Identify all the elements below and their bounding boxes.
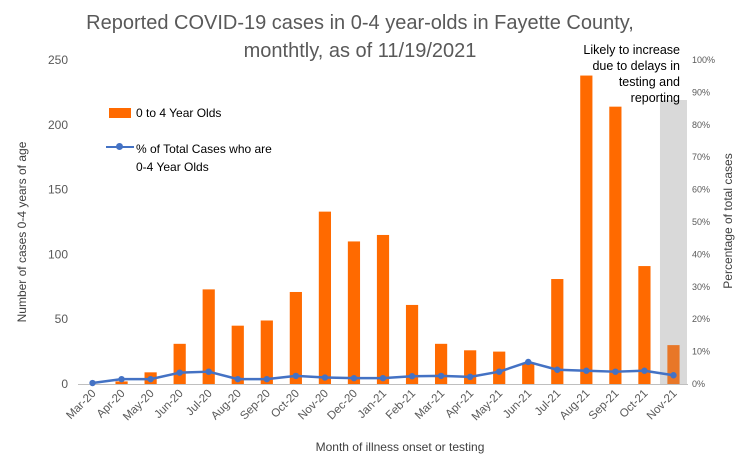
x-tick-label: Sep-21 — [587, 388, 622, 423]
y-tick-label: 0 — [61, 377, 68, 391]
bar-Nov-20 — [318, 211, 332, 384]
x-tick-label: Aug-20 — [209, 388, 244, 423]
line-point-Apr-21 — [466, 373, 474, 381]
y2-tick-label: 100% — [692, 55, 715, 65]
line-point-Dec-20 — [350, 374, 358, 382]
line-point-Jul-20 — [205, 368, 212, 375]
x-tick-label: Mar-21 — [413, 388, 447, 422]
y2-axis-title: Percentage of total cases — [721, 153, 735, 289]
legend-line-marker — [116, 143, 123, 150]
line-point-Jan-21 — [379, 374, 387, 382]
y2-tick-label: 10% — [692, 347, 710, 357]
y2-tick-label: 0% — [692, 379, 705, 389]
x-tick-label: Jun-20 — [152, 388, 185, 421]
bar-Feb-21 — [405, 304, 419, 384]
line-point-Apr-20 — [118, 375, 125, 383]
line-point-Mar-20 — [89, 379, 96, 387]
legend-bar-label: 0 to 4 Year Olds — [136, 106, 222, 120]
line-point-Aug-21 — [583, 367, 590, 374]
x-tick-label: Jan-21 — [356, 388, 389, 421]
x-tick-label: May-20 — [121, 388, 157, 424]
line-point-Mar-21 — [437, 372, 445, 380]
note-line-3: testing and — [618, 75, 680, 89]
y2-tick-label: 60% — [692, 185, 710, 195]
y2-tick-label: 50% — [692, 217, 710, 227]
bar-May-21 — [493, 351, 506, 384]
x-tick-label: Dec-20 — [325, 388, 360, 423]
bar-Dec-20 — [347, 241, 361, 384]
note-line-1: Likely to increase — [583, 43, 680, 57]
x-tick-label: Nov-21 — [645, 388, 680, 423]
y-tick-label: 200 — [48, 118, 68, 132]
line-point-Feb-21 — [408, 373, 416, 380]
y2-tick-label: 70% — [692, 152, 710, 162]
note-line-4: reporting — [630, 91, 680, 105]
line-point-Oct-21 — [641, 367, 648, 374]
bar-Aug-20 — [231, 325, 244, 384]
x-tick-label: Sep-20 — [238, 388, 273, 423]
bar-Jul-20 — [202, 289, 215, 384]
line-point-Nov-21 — [670, 372, 677, 379]
bar-Apr-20 — [115, 381, 128, 384]
y2-tick-label: 30% — [692, 282, 710, 292]
bar-Sep-20 — [260, 320, 273, 384]
y-tick-label: 250 — [48, 53, 68, 67]
bar-Jan-21 — [376, 234, 390, 384]
x-tick-label: May-21 — [470, 388, 506, 424]
legend-line-label-1: % of Total Cases who are — [136, 142, 272, 156]
line-point-Jun-21 — [525, 358, 532, 366]
y2-tick-label: 80% — [692, 120, 710, 130]
legend-line-label: % of Total Cases who are 0-4 Year Olds — [136, 140, 316, 176]
line-point-Aug-20 — [234, 375, 241, 383]
y2-tick-label: 20% — [692, 314, 710, 324]
line-point-Sep-20 — [263, 375, 271, 383]
shaded-region — [659, 100, 687, 384]
bar-Aug-21 — [580, 75, 593, 384]
x-tick-label: Nov-20 — [296, 388, 331, 423]
bar-Oct-21 — [638, 266, 651, 384]
legend-line-label-2: 0-4 Year Olds — [136, 160, 209, 174]
shaded-region-note: Likely to increase due to delays in test… — [560, 42, 680, 106]
legend-bar-swatch — [109, 108, 131, 118]
bar-Jun-21 — [522, 363, 535, 384]
note-line-2: due to delays in — [592, 59, 680, 73]
x-tick-label: Mar-20 — [64, 388, 98, 422]
y2-tick-label: 40% — [692, 249, 710, 259]
line-point-May-20 — [147, 375, 154, 383]
x-axis-title: Month of illness onset or testing — [315, 440, 485, 454]
line-point-Oct-20 — [292, 372, 300, 380]
bar-Jul-21 — [551, 279, 564, 384]
x-tick-label: Jun-21 — [501, 388, 534, 421]
y-tick-label: 50 — [55, 312, 69, 326]
bar-Mar-21 — [434, 343, 448, 384]
y-tick-label: 150 — [48, 183, 68, 197]
x-tick-label: Aug-21 — [558, 388, 593, 423]
line-point-May-21 — [495, 368, 503, 375]
y-tick-label: 100 — [48, 247, 68, 261]
x-tick-label: Feb-21 — [384, 388, 418, 422]
bar-Sep-21 — [609, 106, 622, 384]
line-point-Nov-20 — [321, 374, 329, 381]
line-point-Sep-21 — [612, 368, 619, 375]
y-axis-title: Number of cases 0-4 years of age — [15, 141, 29, 323]
bar-Oct-20 — [289, 291, 302, 384]
line-point-Jul-21 — [554, 366, 561, 373]
y2-tick-label: 90% — [692, 87, 710, 97]
chart-title-line1: Reported COVID-19 cases in 0-4 year-olds… — [86, 12, 634, 34]
bar-Jun-20 — [173, 343, 186, 384]
chart-title-line2: monthtly, as of 11/19/2021 — [243, 40, 477, 62]
line-point-Jun-20 — [176, 369, 183, 376]
